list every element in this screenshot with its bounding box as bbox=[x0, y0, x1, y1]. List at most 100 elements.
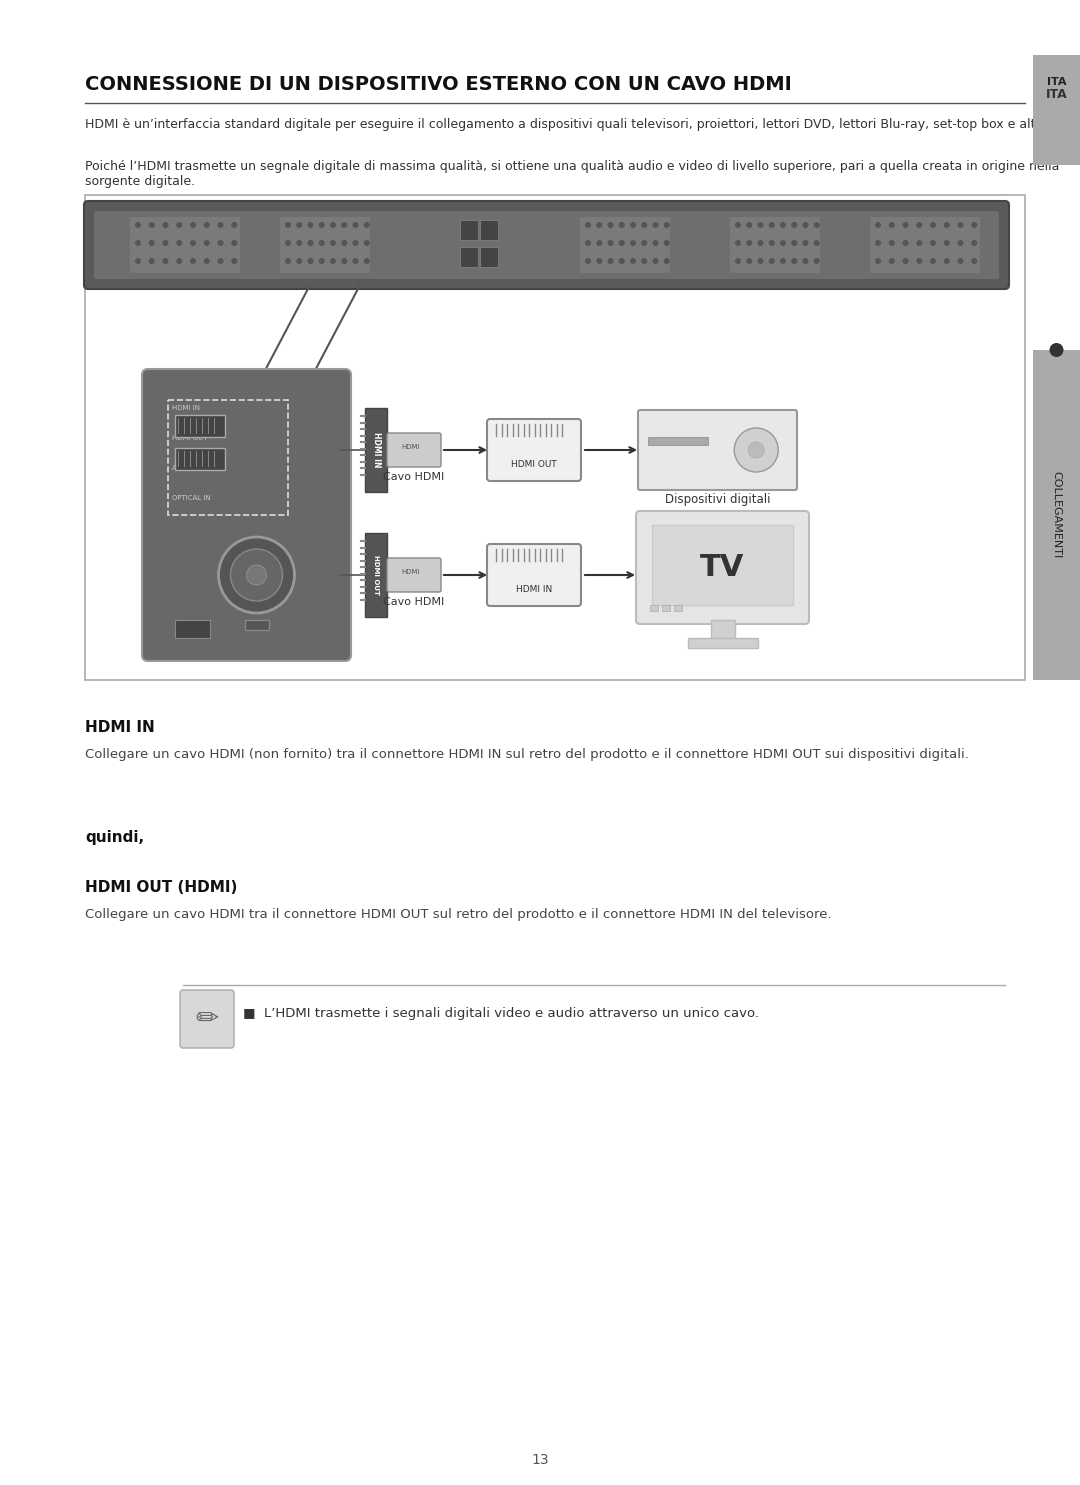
FancyBboxPatch shape bbox=[387, 558, 441, 593]
Bar bbox=[460, 247, 478, 267]
Circle shape bbox=[296, 241, 302, 247]
Circle shape bbox=[330, 221, 336, 229]
Circle shape bbox=[596, 241, 603, 247]
Circle shape bbox=[231, 221, 238, 229]
Circle shape bbox=[971, 258, 977, 264]
Circle shape bbox=[585, 258, 591, 264]
Circle shape bbox=[596, 221, 603, 229]
Circle shape bbox=[792, 241, 797, 247]
Text: HDMI IN: HDMI IN bbox=[372, 432, 380, 468]
Bar bbox=[650, 604, 658, 610]
Circle shape bbox=[285, 258, 291, 264]
Circle shape bbox=[217, 221, 224, 229]
Circle shape bbox=[352, 221, 359, 229]
Bar bbox=[175, 448, 225, 469]
Bar bbox=[460, 220, 478, 241]
Text: COLLEGAMENTI: COLLEGAMENTI bbox=[1052, 471, 1062, 558]
Circle shape bbox=[285, 241, 291, 247]
Text: HDMI OUT: HDMI OUT bbox=[172, 435, 207, 441]
Circle shape bbox=[149, 258, 154, 264]
FancyBboxPatch shape bbox=[487, 419, 581, 481]
Circle shape bbox=[748, 443, 765, 457]
Bar bbox=[85, 195, 1025, 680]
Circle shape bbox=[769, 258, 774, 264]
Text: Collegare un cavo HDMI tra il connettore HDMI OUT sul retro del prodotto e il co: Collegare un cavo HDMI tra il connettore… bbox=[85, 907, 832, 921]
Text: Dispositivi digitali: Dispositivi digitali bbox=[665, 493, 770, 506]
Circle shape bbox=[162, 221, 168, 229]
Bar bbox=[280, 217, 370, 273]
Circle shape bbox=[607, 241, 613, 247]
Circle shape bbox=[176, 221, 183, 229]
Circle shape bbox=[889, 258, 894, 264]
Circle shape bbox=[619, 258, 624, 264]
Circle shape bbox=[341, 241, 348, 247]
Text: Collegare un cavo HDMI (non fornito) tra il connettore HDMI IN sul retro del pro: Collegare un cavo HDMI (non fornito) tra… bbox=[85, 748, 969, 760]
Bar bbox=[648, 437, 708, 446]
Circle shape bbox=[190, 241, 195, 247]
Circle shape bbox=[802, 241, 809, 247]
Circle shape bbox=[903, 258, 908, 264]
Bar bbox=[580, 217, 670, 273]
Text: HDMI IN: HDMI IN bbox=[85, 720, 154, 735]
Circle shape bbox=[607, 258, 613, 264]
Bar bbox=[130, 217, 240, 273]
Bar bbox=[175, 621, 210, 639]
Circle shape bbox=[217, 241, 224, 247]
Circle shape bbox=[619, 241, 624, 247]
Circle shape bbox=[757, 258, 764, 264]
Circle shape bbox=[916, 258, 922, 264]
Circle shape bbox=[204, 241, 210, 247]
Circle shape bbox=[296, 258, 302, 264]
Text: AUDIO IN: AUDIO IN bbox=[172, 465, 204, 471]
Circle shape bbox=[652, 258, 659, 264]
Circle shape bbox=[230, 549, 283, 601]
Circle shape bbox=[780, 221, 786, 229]
Circle shape bbox=[916, 221, 922, 229]
Circle shape bbox=[769, 221, 774, 229]
Circle shape bbox=[135, 241, 141, 247]
Bar bbox=[480, 220, 498, 241]
Circle shape bbox=[585, 221, 591, 229]
Text: Cavo HDMI: Cavo HDMI bbox=[383, 597, 445, 607]
Circle shape bbox=[813, 241, 820, 247]
Text: Poiché l’HDMI trasmette un segnale digitale di massima qualità, si ottiene una q: Poiché l’HDMI trasmette un segnale digit… bbox=[85, 160, 1059, 189]
FancyBboxPatch shape bbox=[84, 200, 1009, 290]
FancyBboxPatch shape bbox=[387, 434, 441, 466]
Circle shape bbox=[664, 258, 670, 264]
Text: ■  L’HDMI trasmette i segnali digitali video e audio attraverso un unico cavo.: ■ L’HDMI trasmette i segnali digitali vi… bbox=[243, 1007, 759, 1020]
Circle shape bbox=[958, 221, 963, 229]
Circle shape bbox=[735, 258, 741, 264]
Circle shape bbox=[930, 258, 936, 264]
Circle shape bbox=[149, 221, 154, 229]
Bar bbox=[244, 621, 269, 630]
Circle shape bbox=[630, 221, 636, 229]
Bar bbox=[1032, 55, 1080, 165]
Circle shape bbox=[958, 241, 963, 247]
Circle shape bbox=[630, 258, 636, 264]
Circle shape bbox=[903, 241, 908, 247]
Text: HDMI OUT (HDMI): HDMI OUT (HDMI) bbox=[85, 881, 238, 895]
Text: HDMI: HDMI bbox=[401, 444, 419, 450]
Circle shape bbox=[204, 258, 210, 264]
Circle shape bbox=[746, 258, 753, 264]
Circle shape bbox=[135, 221, 141, 229]
Text: ITA: ITA bbox=[1047, 77, 1066, 88]
Circle shape bbox=[652, 221, 659, 229]
FancyBboxPatch shape bbox=[487, 544, 581, 606]
Bar bbox=[652, 526, 793, 604]
Circle shape bbox=[875, 221, 881, 229]
Bar bbox=[674, 604, 681, 610]
Circle shape bbox=[916, 241, 922, 247]
Text: HDMI IN: HDMI IN bbox=[172, 405, 200, 411]
Circle shape bbox=[792, 258, 797, 264]
Bar bbox=[175, 414, 225, 437]
Circle shape bbox=[944, 241, 949, 247]
Circle shape bbox=[780, 258, 786, 264]
Circle shape bbox=[664, 241, 670, 247]
Circle shape bbox=[757, 221, 764, 229]
FancyBboxPatch shape bbox=[636, 511, 809, 624]
Circle shape bbox=[813, 221, 820, 229]
Circle shape bbox=[889, 241, 894, 247]
Circle shape bbox=[285, 221, 291, 229]
Circle shape bbox=[352, 241, 359, 247]
